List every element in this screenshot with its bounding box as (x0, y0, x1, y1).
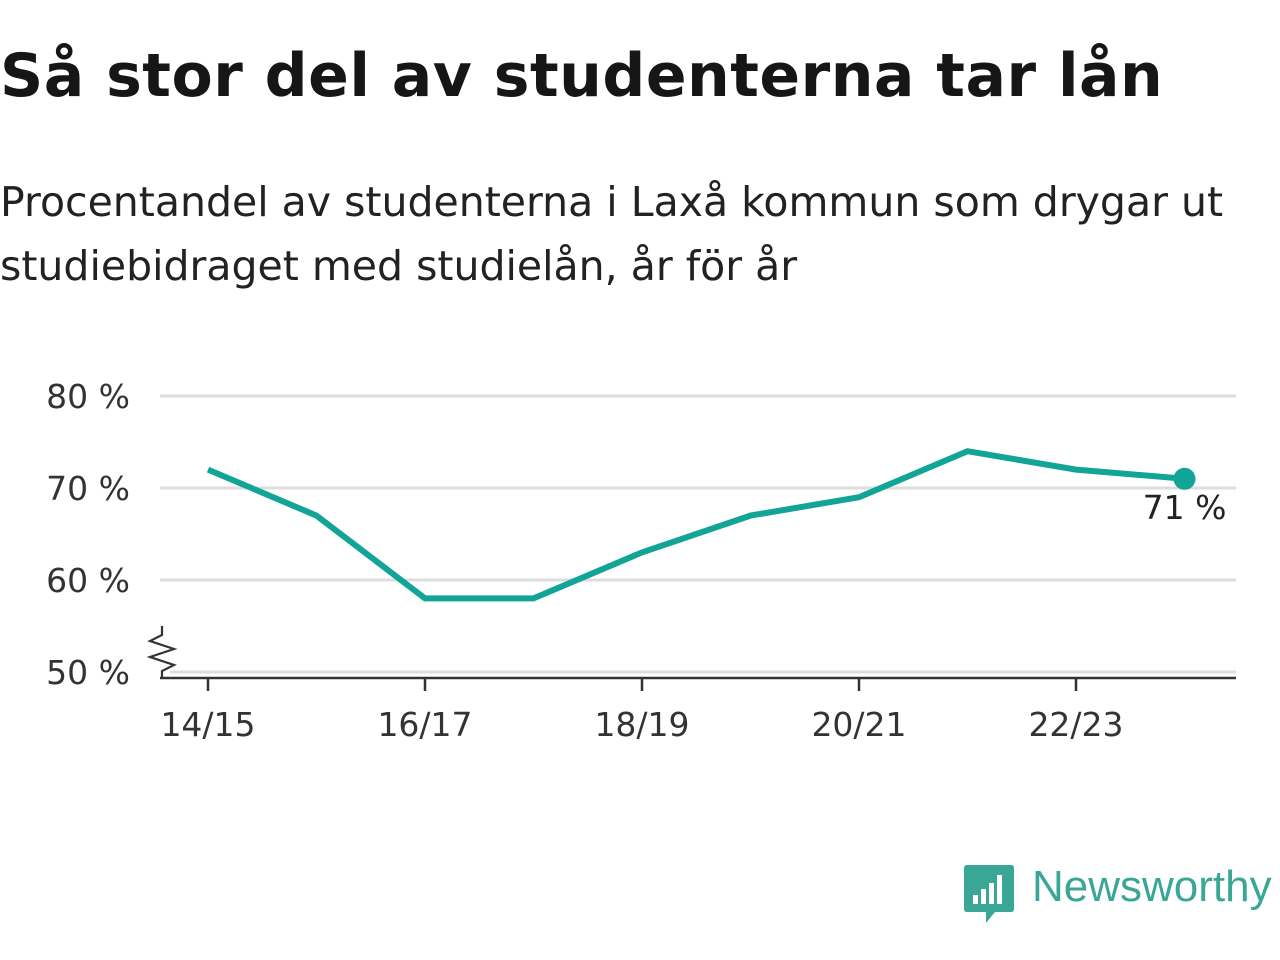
x-tick-label: 20/21 (811, 705, 906, 744)
end-value-label: 71 % (1143, 488, 1227, 527)
x-axis: 14/15 16/17 18/19 20/21 22/23 (160, 676, 1236, 744)
series-layer (206, 448, 1196, 602)
chart-subtitle: Procentandel av studenterna i Laxå kommu… (0, 178, 1224, 290)
y-tick-label: 50 % (46, 653, 130, 692)
newsworthy-logo-icon (964, 865, 1014, 923)
brand-logo: Newsworthy (962, 862, 1272, 926)
y-axis-labels: 50 % 60 % 70 % 80 % (46, 377, 178, 692)
line-chart: 50 % 60 % 70 % 80 % 14/15 16/17 18/19 20/21 22/… (46, 377, 1236, 744)
end-point-marker (1173, 467, 1196, 490)
series-line (206, 448, 1185, 602)
chart-title: Så stor del av studenterna tar lån (0, 41, 1164, 111)
x-tick-label: 18/19 (594, 705, 689, 744)
y-tick-label: 70 % (46, 469, 130, 508)
x-tick-label: 14/15 (160, 705, 255, 744)
y-tick-label: 80 % (46, 377, 130, 416)
x-tick-label: 16/17 (377, 705, 472, 744)
gridlines (160, 394, 1236, 674)
y-tick-label: 60 % (46, 561, 130, 600)
brand-name: Newsworthy (1032, 862, 1272, 911)
axis-break-icon (146, 626, 178, 678)
x-tick-label: 22/23 (1028, 705, 1123, 744)
